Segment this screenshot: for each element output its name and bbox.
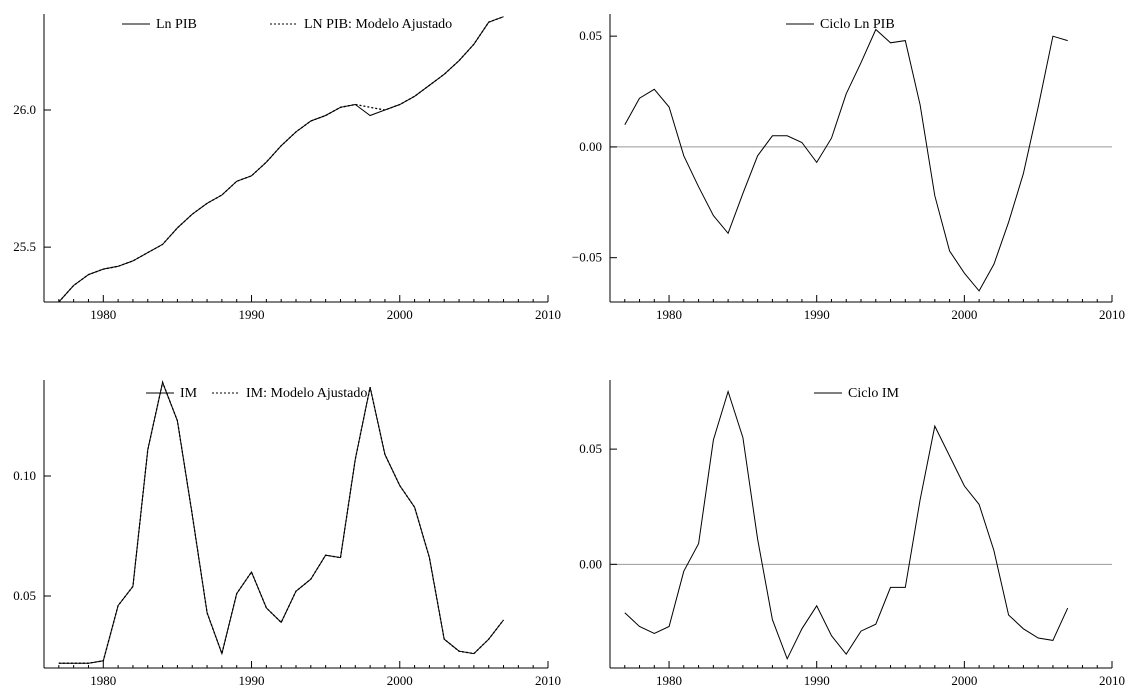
y-tick-label: 25.5 — [13, 239, 36, 254]
y-tick-label: −0.05 — [572, 250, 602, 265]
series-line-1 — [58, 16, 504, 303]
legend-label: LN PIB: Modelo Ajustado — [304, 17, 452, 32]
y-tick-label: 26.0 — [13, 102, 36, 117]
x-tick-label: 1990 — [804, 673, 830, 688]
chart-panel-ln-pib: 1980 1990 2000 2010 25.5 26.0 Ln PIB LN PIB: Mo… — [13, 14, 561, 322]
series-line-2 — [58, 16, 504, 303]
x-tick-label: 1980 — [656, 307, 682, 322]
x-tick-label: 2000 — [951, 673, 977, 688]
y-tick-label: 0.00 — [579, 556, 602, 571]
series-line-2 — [58, 380, 505, 664]
x-tick-label: 2000 — [387, 307, 413, 322]
y-tick-label: 0.00 — [579, 139, 602, 154]
legend-label: Ciclo IM — [848, 386, 899, 401]
x-tick-label: 2010 — [1099, 307, 1125, 322]
legend: Ln PIB LN PIB: Modelo Ajustado — [122, 17, 452, 32]
x-tick-label: 2010 — [1099, 673, 1125, 688]
x-tick-label: 1990 — [239, 673, 265, 688]
chart-panel-ciclo-im: 1980 1990 2000 2010 0.00 0.05 Ciclo IM — [579, 380, 1125, 688]
x-tick-label: 1990 — [239, 307, 265, 322]
chart-panel-im: 1980 1990 2000 2010 0.05 0.10 IM IM: Modelo Aju… — [13, 380, 561, 688]
legend-label: Ln PIB — [156, 17, 197, 32]
y-tick-label: 0.05 — [13, 588, 36, 603]
legend-label: Ciclo Ln PIB — [820, 17, 895, 32]
series-line-1 — [58, 380, 504, 664]
legend: IM IM: Modelo Ajustado — [146, 386, 367, 401]
x-tick-label: 1980 — [90, 673, 116, 688]
x-tick-label: 1980 — [656, 673, 682, 688]
x-tick-label: 1990 — [804, 307, 830, 322]
x-tick-label: 2000 — [951, 307, 977, 322]
x-tick-label: 1980 — [90, 307, 116, 322]
y-tick-label: 0.05 — [579, 28, 602, 43]
y-tick-label: 0.05 — [579, 441, 602, 456]
y-tick-label: 0.10 — [13, 468, 36, 483]
series-line-1 — [624, 28, 1068, 292]
chart-panel-ciclo-ln-pib: 1980 1990 2000 2010 −0.05 0.00 0.05 Ciclo Ln PI… — [572, 14, 1125, 322]
legend: Ciclo Ln PIB — [786, 17, 895, 32]
legend: Ciclo IM — [814, 386, 899, 401]
x-tick-label: 2010 — [535, 673, 561, 688]
x-tick-label: 2000 — [387, 673, 413, 688]
series-line-1 — [624, 389, 1069, 661]
legend-label: IM: Modelo Ajustado — [246, 386, 367, 401]
legend-label: IM — [180, 386, 198, 401]
x-tick-label: 2010 — [535, 307, 561, 322]
